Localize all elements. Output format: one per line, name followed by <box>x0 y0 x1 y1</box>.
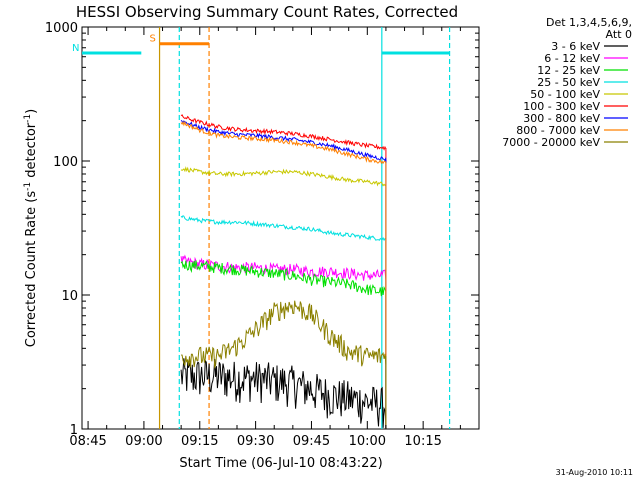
series-line <box>180 166 387 187</box>
legend-label: 800 - 7000 keV <box>516 124 600 137</box>
y-axis-label: Corrected Count Rate (s-1 detector-1) <box>23 109 39 347</box>
x-axis-label: Start Time (06-Jul-10 08:43:22) <box>179 456 382 471</box>
y-axis-label-part-2: detector <box>24 122 39 182</box>
legend-label: 100 - 300 keV <box>523 100 600 113</box>
footer-timestamp: 31-Aug-2010 10:11 <box>556 468 633 477</box>
time-markers <box>158 27 451 429</box>
y-axis-label-exp-2: -1 <box>23 114 33 123</box>
legend-label: 300 - 800 keV <box>523 112 600 125</box>
series-line <box>180 260 387 297</box>
plot-frame <box>81 26 480 430</box>
y-axis-label-exp-1: -1 <box>23 182 33 191</box>
series-line <box>180 120 387 165</box>
x-tick-label: 10:00 <box>349 434 386 449</box>
x-tick-label: 09:30 <box>237 434 274 449</box>
series-line <box>180 358 387 428</box>
legend-label: 6 - 12 keV <box>544 52 600 65</box>
y-tick-label: 1000 <box>45 21 78 36</box>
legend-header-line-2: Att 0 <box>606 28 632 41</box>
x-tick-label: 09:15 <box>181 434 218 449</box>
legend-header-line-1: Det 1,3,4,5,6,9, <box>546 16 632 29</box>
legend-label: 50 - 100 keV <box>530 88 600 101</box>
x-tick-label: 10:15 <box>404 434 441 449</box>
legend-label: 3 - 6 keV <box>551 40 600 53</box>
legend-label: 7000 - 20000 keV <box>502 136 600 149</box>
y-axis-label-part-3: ) <box>24 109 39 114</box>
series-line <box>180 114 387 151</box>
x-tick-label: 09:45 <box>293 434 330 449</box>
flag-bars: SN <box>72 34 450 55</box>
y-axis-label-part-1: Corrected Count Rate (s <box>24 191 39 348</box>
legend-label: 12 - 25 keV <box>537 64 600 77</box>
x-tick-label: 08:45 <box>69 434 106 449</box>
series-line <box>180 119 387 162</box>
flag-label: N <box>72 43 79 54</box>
series-layer <box>180 114 387 429</box>
x-tick-label: 09:00 <box>125 434 162 449</box>
y-tick-label: 100 <box>53 155 78 170</box>
flag-label: S <box>150 34 156 45</box>
y-axis: 1 10 100 1000 <box>45 21 479 438</box>
chart-title: HESSI Observing Summary Count Rates, Cor… <box>76 3 458 21</box>
x-axis: 08:45 09:00 09:15 09:30 09:45 10:00 10:15 <box>69 27 461 449</box>
series-line <box>180 215 387 242</box>
legend-label: 25 - 50 keV <box>537 76 600 89</box>
series-line <box>181 300 387 370</box>
y-tick-label: 10 <box>61 289 78 304</box>
y-tick-label: 1 <box>70 423 78 438</box>
